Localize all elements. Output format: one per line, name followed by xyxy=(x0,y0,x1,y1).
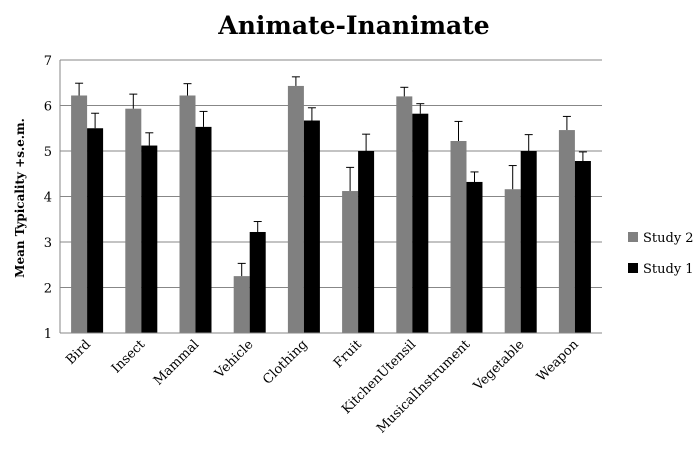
chart-title: Animate-Inanimate xyxy=(217,11,489,40)
bar-study-1 xyxy=(574,161,591,333)
legend-label-study-1: Study 1 xyxy=(643,262,694,277)
bar-study-1 xyxy=(520,151,537,333)
bar-study-2 xyxy=(287,85,304,333)
x-tick-label: Vegetable xyxy=(470,337,528,395)
bar-study-1 xyxy=(141,145,158,333)
y-tick-label: 4 xyxy=(44,191,52,206)
x-tick-label: Bird xyxy=(63,337,94,368)
error-bars xyxy=(75,76,587,277)
x-tick-label: Mammal xyxy=(151,337,202,388)
bar-study-1 xyxy=(87,128,104,333)
bar-study-1 xyxy=(466,181,483,333)
x-tick-label: Fruit xyxy=(331,337,365,371)
x-tick-labels: Bird Insect Mammal Vehicle Clothing FruitKitc… xyxy=(63,337,582,437)
x-tick-label: MusicalInstrument xyxy=(374,337,474,437)
y-tick-label: 7 xyxy=(44,54,52,69)
bar-study-1 xyxy=(195,126,212,333)
x-tick-label: Weapon xyxy=(534,337,582,385)
y-tick-label: 6 xyxy=(44,100,52,115)
y-tick-label: 3 xyxy=(44,236,52,251)
legend: Study 2 Study 1 xyxy=(628,231,694,277)
bar-study-2 xyxy=(71,95,88,334)
bar-study-2 xyxy=(558,130,575,333)
bar-study-1 xyxy=(249,231,266,333)
axes xyxy=(59,60,602,334)
bar-study-1 xyxy=(412,113,429,333)
y-axis-label: Mean Typicality +s.e.m. xyxy=(13,118,27,278)
x-tick-label: Clothing xyxy=(260,337,310,387)
bars xyxy=(71,85,591,334)
bar-study-2 xyxy=(125,108,142,333)
bar-study-2 xyxy=(504,189,521,333)
x-tick-label: Insect xyxy=(109,337,149,377)
bar-study-1 xyxy=(303,120,320,333)
bar-study-2 xyxy=(233,276,250,333)
x-tick-label: Vehicle xyxy=(212,337,257,382)
y-tick-label: 1 xyxy=(44,327,52,342)
bar-study-2 xyxy=(179,95,196,334)
y-tick-label: 2 xyxy=(44,282,52,297)
bar-study-2 xyxy=(342,191,359,333)
y-tick-labels: 1 2 3 4 5 6 7 xyxy=(44,54,52,342)
y-tick-label: 5 xyxy=(44,145,52,160)
legend-swatch-study-1 xyxy=(628,263,638,273)
bar-study-2 xyxy=(396,96,413,334)
legend-swatch-study-2 xyxy=(628,232,638,242)
bar-study-2 xyxy=(450,140,467,333)
legend-label-study-2: Study 2 xyxy=(643,231,694,246)
bar-study-1 xyxy=(358,151,375,333)
